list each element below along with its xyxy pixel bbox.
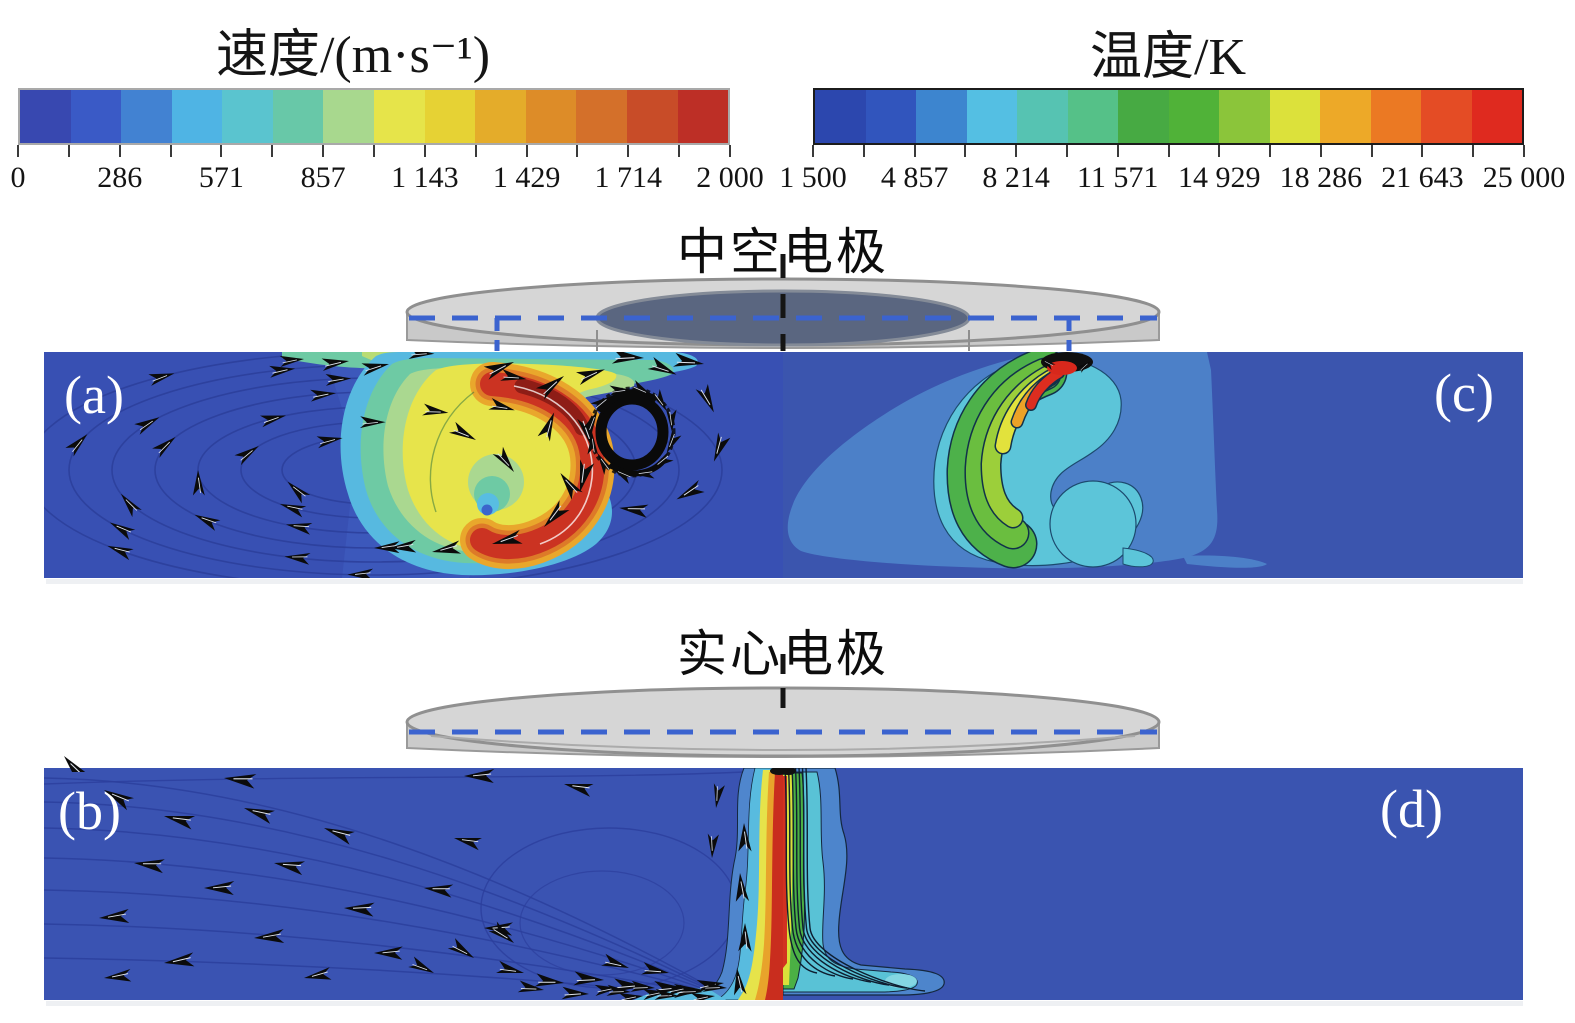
axial-jet-velocity: [634, 768, 783, 1000]
temperature-colorbar-segments: [813, 88, 1524, 145]
panel-label-a: (a): [64, 365, 124, 425]
panel-c-small-arrows: [1041, 359, 1091, 373]
black-vortex-swirl: [588, 386, 676, 478]
panel-label-c: (c): [1434, 363, 1494, 423]
velocity-arrows: [65, 352, 731, 578]
panel-d-temperature-contour: [783, 768, 1523, 1000]
row1-shadow: [46, 579, 1523, 584]
arc-column-isotherms: [783, 768, 945, 996]
velocity-colorbar-tick-labels: 0 286 571 857 1 143 1 429 1 714 2 000: [10, 161, 764, 194]
vortex-core-dot: [481, 504, 493, 516]
temperature-plume-contours: [787, 352, 1267, 569]
velocity-arrows: [99, 769, 752, 1000]
panel-label-d: (d): [1380, 779, 1443, 839]
panel-a-velocity-contour: [44, 352, 783, 578]
row2-shadow: [46, 1001, 1523, 1006]
streamlines: [44, 771, 745, 999]
velocity-colorbar: 0 286 571 857 1 143 1 429 1 714 2 000: [10, 88, 764, 199]
panel-c-temperature-contour: [783, 352, 1523, 578]
velocity-colorbar-title: 速度/(m·s⁻¹): [215, 27, 491, 84]
temperature-colorbar-title: 温度/K: [1089, 29, 1247, 86]
panel-b-velocity-contour: [44, 768, 783, 1000]
velocity-colorbar-ticks: [17, 145, 731, 158]
solid-electrode-illustration: [405, 654, 1161, 758]
corner-stray-arrow: [64, 756, 92, 772]
panel-label-b: (b): [58, 781, 121, 841]
temperature-colorbar-ticks: [812, 145, 1525, 158]
hollow-electrode-illustration: [405, 254, 1161, 351]
temperature-colorbar-tick-labels: 1 500 4 857 8 214 11 571 14 929 18 286 21 643 2…: [779, 161, 1566, 194]
temperature-colorbar: 1 500 4 857 8 214 11 571 14 929 18 286 21 643 2…: [779, 88, 1566, 199]
velocity-colorbar-segments: [18, 88, 730, 145]
